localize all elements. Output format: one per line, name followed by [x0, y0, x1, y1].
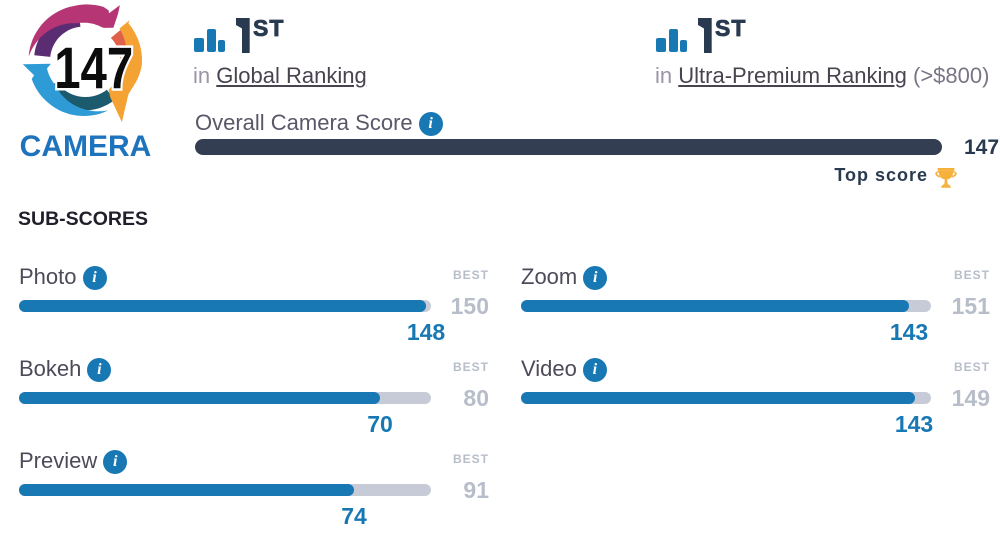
- svg-text:147: 147: [54, 36, 133, 101]
